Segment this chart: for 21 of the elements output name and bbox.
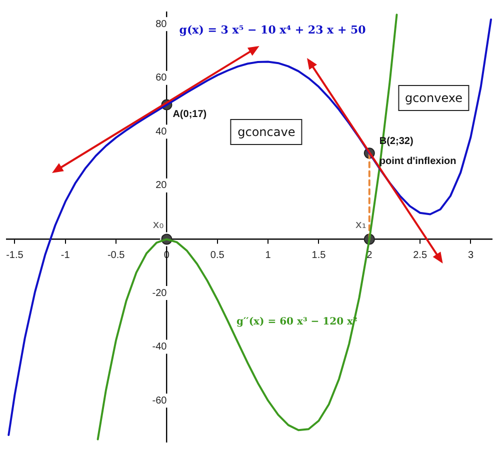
annotation: x₁	[355, 218, 366, 232]
y-tick-label: 60	[156, 72, 168, 84]
x-tick-label: -1.5	[6, 250, 24, 261]
y-tick-label: -40	[152, 342, 168, 353]
annotation: gconcave	[230, 118, 302, 145]
x-tick-label: 2.5	[413, 250, 428, 261]
y-tick-label: 40	[156, 126, 168, 138]
x-tick-label: 3	[468, 250, 474, 261]
x-tick-label: 1.5	[312, 250, 326, 261]
x-tick-label: -1	[60, 250, 70, 261]
x-tick-label: -0.5	[107, 250, 126, 261]
y-tick-label: 20	[156, 180, 168, 192]
annotation: A(0;17)	[172, 108, 207, 120]
annotation: gconvexe	[398, 84, 470, 111]
y-tick-label: -20	[152, 288, 168, 299]
y-tick-label: 80	[156, 18, 168, 30]
y-tick-label: -60	[152, 395, 168, 406]
text: g(x) = 3 x⁵ − 10 x⁴ + 23 x + 50	[179, 23, 366, 36]
x-tick-label: 0.5	[210, 250, 225, 261]
x-tick-label: 1	[265, 250, 272, 261]
annotation: x₀	[152, 218, 164, 232]
